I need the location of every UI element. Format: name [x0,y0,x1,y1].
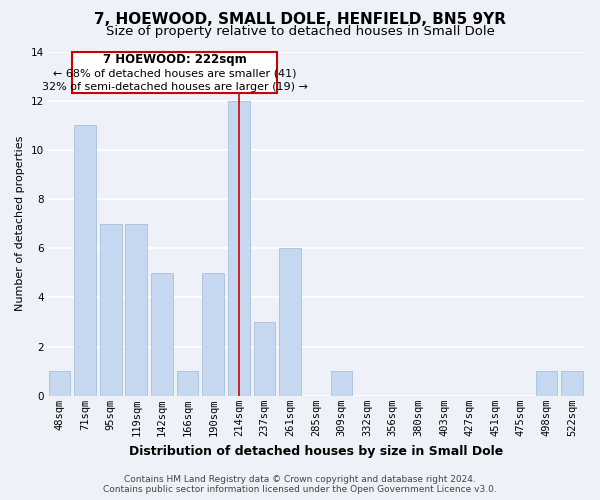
Bar [202,273,224,396]
Text: ← 68% of detached houses are smaller (41): ← 68% of detached houses are smaller (41… [53,68,296,78]
Bar [279,248,301,396]
Text: 7, HOEWOOD, SMALL DOLE, HENFIELD, BN5 9YR: 7, HOEWOOD, SMALL DOLE, HENFIELD, BN5 9Y… [94,12,506,28]
Text: Contains HM Land Registry data © Crown copyright and database right 2024.
Contai: Contains HM Land Registry data © Crown c… [103,474,497,494]
Bar [228,100,250,396]
Bar [254,322,275,396]
Bar [536,372,557,396]
Bar [151,273,173,396]
Text: 32% of semi-detached houses are larger (19) →: 32% of semi-detached houses are larger (… [42,82,308,92]
Bar [561,372,583,396]
X-axis label: Distribution of detached houses by size in Small Dole: Distribution of detached houses by size … [128,444,503,458]
Y-axis label: Number of detached properties: Number of detached properties [15,136,25,312]
Bar [49,372,70,396]
Bar [74,126,96,396]
Bar [125,224,147,396]
Bar [177,372,199,396]
Text: 7 HOEWOOD: 222sqm: 7 HOEWOOD: 222sqm [103,54,247,66]
Text: Size of property relative to detached houses in Small Dole: Size of property relative to detached ho… [106,25,494,38]
FancyBboxPatch shape [72,52,277,94]
Bar [100,224,122,396]
Bar [331,372,352,396]
